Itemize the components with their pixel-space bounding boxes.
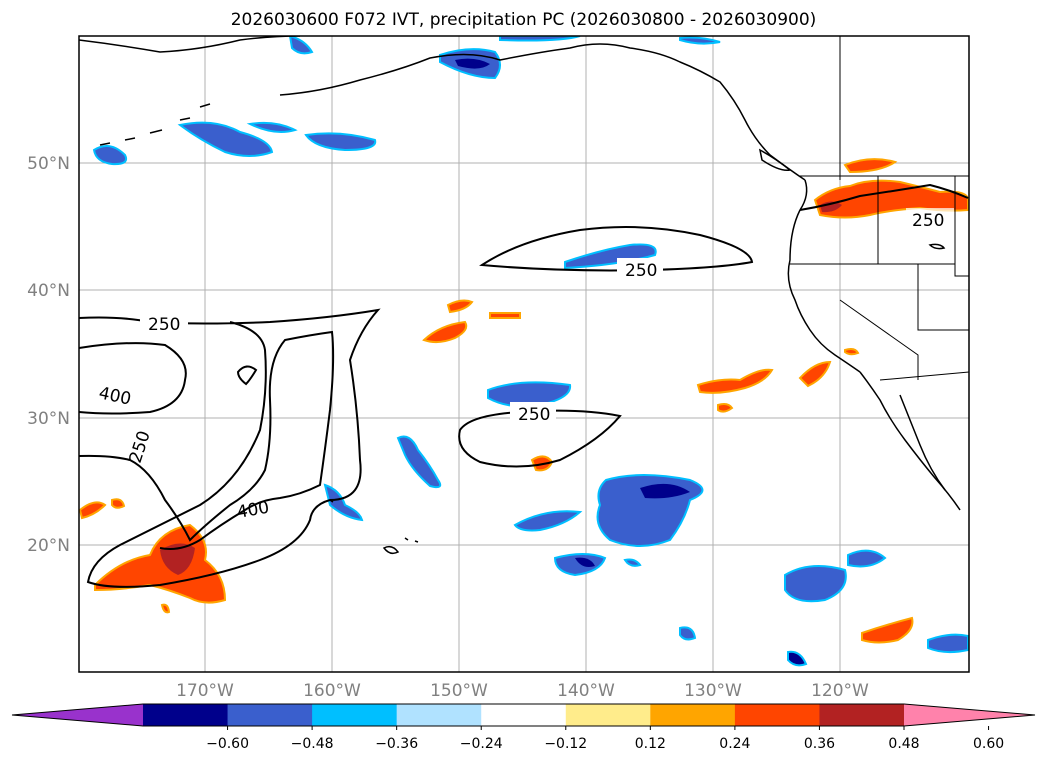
lon-label: 120°W xyxy=(811,681,869,701)
colorbar: −0.60 −0.48 −0.36 −0.24 −0.12 0.12 0.24 0.36 0.4… xyxy=(11,703,1036,752)
colorbar-tick-label: −0.12 xyxy=(544,736,587,752)
lat-label: 50°N xyxy=(27,154,70,174)
lat-label: 20°N xyxy=(27,536,70,556)
coastlines xyxy=(79,36,961,555)
colorbar-tick-label: −0.48 xyxy=(291,736,334,752)
pos-blob xyxy=(79,501,107,520)
colorbar-tick-label: −0.60 xyxy=(206,736,249,752)
neg-blob xyxy=(487,381,572,408)
neg-blob xyxy=(396,435,442,489)
colorbar-tick-label: −0.24 xyxy=(460,736,503,752)
lon-label: 150°W xyxy=(430,681,488,701)
ivt-contour-400 xyxy=(79,330,335,550)
neg-blob xyxy=(564,243,657,270)
lon-label: 140°W xyxy=(557,681,615,701)
neg-blob xyxy=(927,633,969,654)
neg-blob xyxy=(679,626,697,641)
neg-blob xyxy=(679,36,721,45)
colorbar-extend-high xyxy=(904,704,1035,726)
longitude-labels: 170°W 160°W 150°W 140°W 130°W 120°W xyxy=(176,681,869,701)
alaska-coast xyxy=(79,36,806,181)
us-west-coast xyxy=(787,209,861,373)
pos-blob xyxy=(861,616,914,644)
ivt-contour-250-d xyxy=(799,183,969,211)
colorbar-tick-label: 0.24 xyxy=(719,736,750,752)
neg-blob xyxy=(847,549,887,568)
state-borders xyxy=(790,36,969,381)
lat-label: 40°N xyxy=(27,281,70,301)
neg-blob xyxy=(288,36,314,55)
ivt-label: 250 xyxy=(148,315,180,335)
colorbar-tick-label: 0.60 xyxy=(973,736,1004,752)
colorbar-tick-label: −0.36 xyxy=(375,736,418,752)
pos-blob xyxy=(798,360,832,388)
ivt-contour-labels: 250 250 250 250 400 400 250 xyxy=(97,208,954,523)
pos-blob xyxy=(422,320,468,344)
pos-blob xyxy=(696,368,774,394)
ivt-label: 250 xyxy=(912,211,944,231)
colorbar-segment xyxy=(396,704,482,726)
canada-coast xyxy=(799,179,808,211)
ivt-contours xyxy=(79,183,969,588)
colorbar-extend-low xyxy=(12,704,143,726)
colorbar-segment xyxy=(734,704,820,726)
neg-blob xyxy=(553,553,607,577)
neg-blob xyxy=(92,145,128,166)
ivt-label: 250 xyxy=(625,261,657,281)
ivt-contour-small xyxy=(236,365,258,386)
neg-blob-dark xyxy=(640,483,690,499)
ivt-contour-250-a xyxy=(479,225,754,272)
lon-label: 130°W xyxy=(684,681,742,701)
colorbar-segment xyxy=(481,704,567,726)
pos-blob xyxy=(844,348,860,356)
colorbar-tick-label: 0.12 xyxy=(635,736,666,752)
lat-label: 30°N xyxy=(27,409,70,429)
neg-blob-dark xyxy=(455,58,490,69)
ivt-contour-250-c xyxy=(79,308,381,588)
neg-blob xyxy=(304,132,377,152)
pos-blob xyxy=(160,603,171,614)
hawaii xyxy=(329,499,419,555)
map-frame xyxy=(78,35,970,673)
map-title: 2026030600 F072 IVT, precipitation PC (2… xyxy=(230,10,817,30)
colorbar-segment xyxy=(819,704,905,726)
neg-blob xyxy=(246,121,298,133)
neg-blob xyxy=(177,121,274,157)
colorbar-segment xyxy=(143,704,229,726)
map-area: 250 250 250 250 400 400 250 xyxy=(79,36,969,672)
lon-label: 160°W xyxy=(303,681,361,701)
aleutian-chain xyxy=(99,103,211,146)
colorbar-segment xyxy=(312,704,398,726)
pos-blob xyxy=(446,299,474,314)
neg-blob xyxy=(784,565,847,603)
ivt-label: 250 xyxy=(518,405,550,425)
lon-label: 170°W xyxy=(176,681,234,701)
neg-blob-dark xyxy=(575,557,595,567)
latitude-labels: 50°N 40°N 30°N 20°N xyxy=(27,154,70,556)
bay-inlet xyxy=(928,243,946,250)
colorbar-segment xyxy=(650,704,736,726)
pos-blob xyxy=(843,158,898,174)
pos-blob xyxy=(489,312,521,319)
negative-pc-regions xyxy=(92,36,969,667)
pos-blob xyxy=(111,498,126,509)
neg-blob xyxy=(787,650,808,667)
colorbar-segment xyxy=(565,704,651,726)
colorbar-tick-label: 0.48 xyxy=(888,736,919,752)
neg-blob xyxy=(323,483,364,522)
pos-blob xyxy=(717,403,734,413)
vancouver-island xyxy=(758,148,792,172)
neg-blob xyxy=(623,558,642,567)
pos-blob-dark xyxy=(160,543,195,575)
baja-peninsula xyxy=(899,394,946,491)
colorbar-tick-label: 0.36 xyxy=(804,736,835,752)
colorbar-outline xyxy=(11,703,1036,727)
colorbar-segment xyxy=(227,704,313,726)
neg-blob xyxy=(513,510,583,532)
